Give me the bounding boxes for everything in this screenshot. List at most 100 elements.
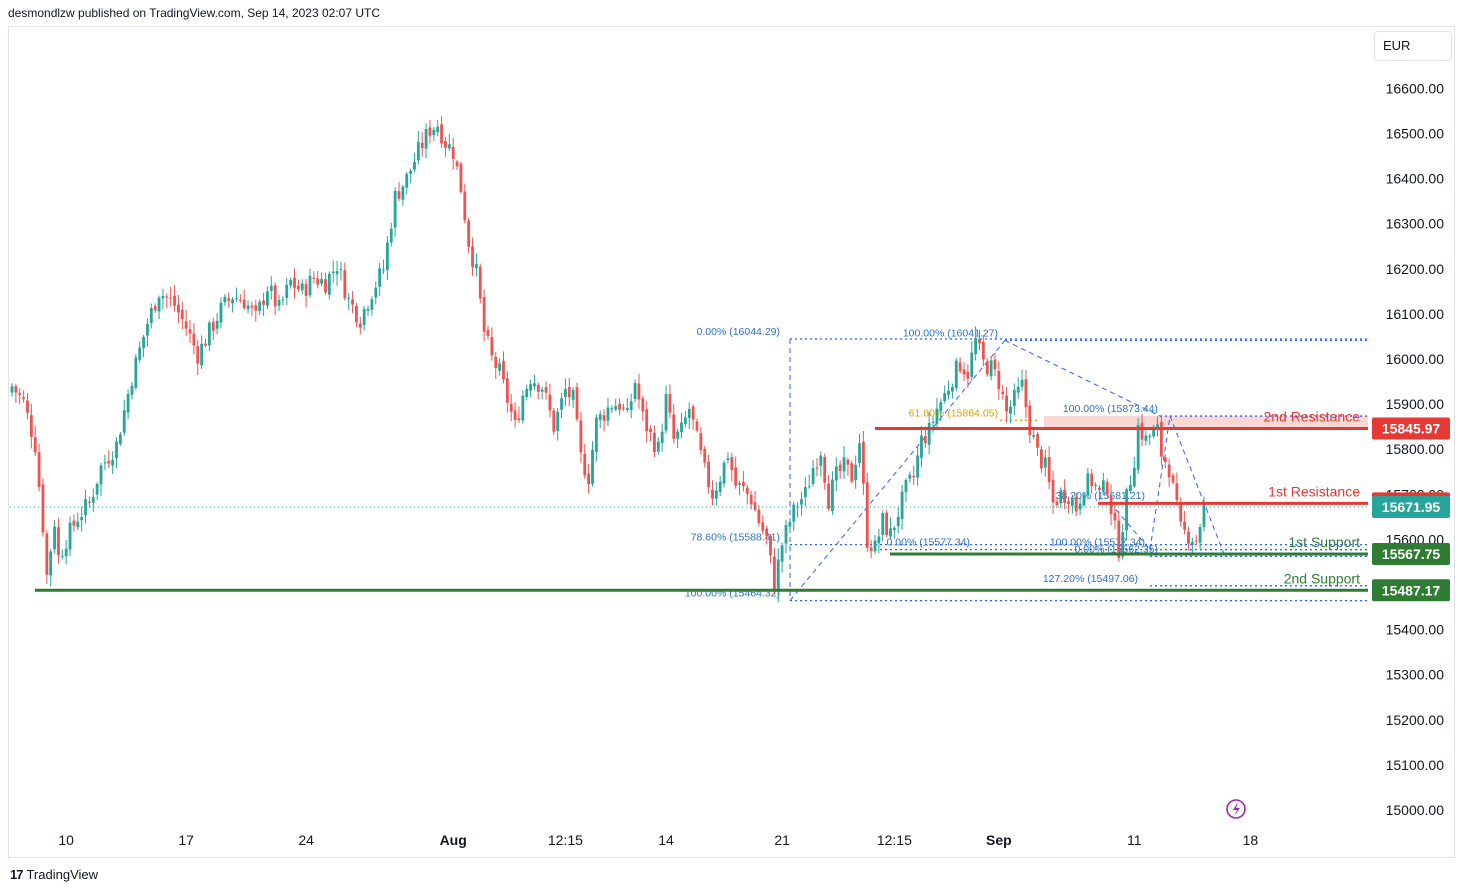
candle (80, 506, 84, 532)
lightning-icon[interactable] (1226, 799, 1246, 819)
candle (881, 510, 885, 542)
candle (854, 455, 858, 489)
candle-body (749, 494, 753, 505)
candle-body (478, 266, 482, 299)
candle-body (1152, 429, 1156, 437)
candle-body (358, 323, 362, 328)
candle-body (962, 369, 966, 375)
candle-body (277, 300, 281, 306)
tradingview-logo-icon: 17 (10, 867, 24, 882)
candle-body (196, 346, 200, 364)
candle (192, 323, 196, 355)
candle-body (60, 555, 64, 557)
fib-trend-line (1169, 415, 1226, 557)
candle-body (540, 389, 544, 392)
candle-body (525, 388, 529, 398)
candle (575, 382, 579, 422)
candle-body (33, 437, 37, 453)
fib-level-label: 127.20% (15497.06) (1043, 573, 1138, 585)
candle (262, 292, 265, 317)
candle (1051, 470, 1055, 514)
candle (45, 530, 49, 584)
candle-body (490, 337, 494, 356)
candle (157, 295, 161, 320)
candle-body (900, 491, 904, 520)
candle-body (1024, 379, 1028, 408)
price-tag-support (1372, 542, 1450, 565)
candle-body (41, 484, 45, 533)
candle (207, 320, 211, 352)
candle-body (22, 397, 26, 399)
candle-body (231, 299, 234, 304)
price-tag-support (1372, 579, 1450, 602)
y-tick-label: 15900.00 (1386, 396, 1445, 412)
candle-body (765, 528, 769, 537)
candle-body (939, 402, 943, 412)
candle (997, 361, 1001, 401)
fib-level-label: 0.00% (16044.29) (697, 326, 780, 338)
candle (556, 408, 560, 441)
candle-body (745, 487, 749, 494)
candle-body (649, 428, 652, 433)
candle (931, 416, 935, 433)
candle-body (95, 484, 99, 495)
candle-body (823, 457, 827, 483)
candle-body (1136, 425, 1140, 470)
candle (242, 289, 246, 311)
candle (877, 528, 881, 554)
candle-body (146, 323, 149, 336)
resistance-zone-rect (1044, 416, 1368, 429)
candle (115, 437, 118, 469)
candle (424, 123, 428, 159)
candle (722, 460, 726, 488)
candle (293, 268, 296, 299)
candle (680, 412, 683, 439)
candle (211, 317, 215, 340)
candle-body (672, 414, 676, 439)
candle-body (1090, 473, 1094, 486)
fib-level-label: 100.00% (15577.34) (1050, 537, 1145, 549)
candle-body (68, 522, 72, 550)
candle-body (320, 279, 323, 284)
level-label: 2nd Resistance (1263, 408, 1360, 424)
candle (683, 411, 687, 428)
candle (327, 271, 331, 300)
candle-body (943, 393, 947, 402)
candle (1059, 487, 1063, 509)
candle (633, 379, 637, 403)
candle (509, 393, 513, 422)
candle-body (347, 297, 351, 299)
candle-body (316, 278, 320, 285)
candle (68, 516, 72, 557)
candle-body (304, 284, 308, 296)
candle (339, 261, 343, 281)
candle (587, 463, 591, 494)
candle-body (997, 371, 1001, 390)
candle (331, 260, 335, 284)
candle-body (780, 545, 784, 562)
candle (118, 431, 122, 446)
candle-body (1012, 390, 1016, 407)
footer-brand[interactable]: 17 TradingView (10, 867, 98, 882)
candle (169, 286, 173, 307)
candle (807, 474, 811, 490)
candle-body (711, 489, 714, 499)
candle-body (444, 141, 447, 148)
candle-body (862, 441, 865, 484)
candle (865, 473, 869, 552)
candle (1101, 472, 1105, 496)
candle (219, 297, 223, 329)
candle-body (691, 406, 695, 420)
currency-selector[interactable]: EUR (1374, 31, 1452, 61)
candle-body (1043, 457, 1047, 468)
candle-body (1070, 499, 1074, 506)
candle (358, 316, 362, 335)
candle (629, 393, 633, 419)
candle-body (513, 410, 517, 420)
candle (536, 382, 540, 400)
candle (978, 330, 981, 351)
candle (378, 263, 382, 296)
candle-body (45, 533, 49, 575)
candle (625, 398, 629, 413)
